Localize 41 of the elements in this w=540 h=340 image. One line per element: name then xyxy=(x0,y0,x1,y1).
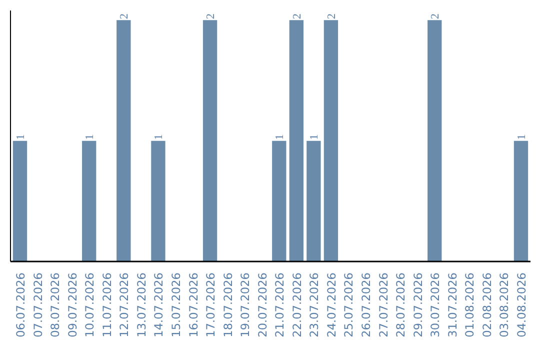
x-tick-label: 28.07.2026 xyxy=(394,272,408,338)
x-tick-label: 26.07.2026 xyxy=(359,272,374,338)
x-tick-label: 15.07.2026 xyxy=(168,272,183,338)
data-label: 2 xyxy=(291,13,304,20)
x-tick-label: 07.07.2026 xyxy=(30,272,45,338)
x-tick-label: 22.07.2026 xyxy=(290,272,304,338)
x-tick-label: 02.08.2026 xyxy=(480,272,494,338)
x-tick-label: 03.08.2026 xyxy=(497,272,512,338)
x-tick-label: 14.07.2026 xyxy=(152,272,166,338)
x-tick-label: 18.07.2026 xyxy=(220,272,235,338)
data-label: 1 xyxy=(274,134,286,140)
data-label: 2 xyxy=(326,13,338,20)
x-tick-label: 16.07.2026 xyxy=(186,272,200,338)
data-label: 2 xyxy=(205,13,218,20)
data-label: 1 xyxy=(308,134,321,140)
data-label: 2 xyxy=(118,13,131,20)
data-label: 1 xyxy=(84,134,96,140)
data-label: 2 xyxy=(430,13,442,20)
x-tick-label: 04.08.2026 xyxy=(514,272,528,338)
x-tick-label: 20.07.2026 xyxy=(255,272,270,338)
data-label: 1 xyxy=(516,134,528,140)
x-tick-label: 27.07.2026 xyxy=(376,272,390,338)
x-tick-label: 11.07.2026 xyxy=(100,272,114,338)
x-tick-label: 10.07.2026 xyxy=(82,272,97,338)
x-tick-label: 08.07.2026 xyxy=(48,272,62,338)
x-tick-label: 24.07.2026 xyxy=(324,272,338,338)
x-tick-label: 19.07.2026 xyxy=(238,272,252,338)
x-tick-label: 09.07.2026 xyxy=(65,272,80,338)
x-tick-label: 21.07.2026 xyxy=(272,272,287,338)
data-label: 1 xyxy=(15,134,27,140)
x-tick-label: 25.07.2026 xyxy=(342,272,356,338)
x-tick-label: 29.07.2026 xyxy=(410,272,425,338)
x-tick-label: 30.07.2026 xyxy=(428,272,442,338)
data-label: 1 xyxy=(153,134,166,140)
x-tick-label: 17.07.2026 xyxy=(204,272,218,338)
x-tick-label: 06.07.2026 xyxy=(14,272,28,338)
x-tick-label: 12.07.2026 xyxy=(117,272,132,338)
x-tick-label: 13.07.2026 xyxy=(134,272,148,338)
x-tick-label: 23.07.2026 xyxy=(307,272,322,338)
x-tick-label: 31.07.2026 xyxy=(445,272,460,338)
x-tick-label: 01.08.2026 xyxy=(462,272,477,338)
